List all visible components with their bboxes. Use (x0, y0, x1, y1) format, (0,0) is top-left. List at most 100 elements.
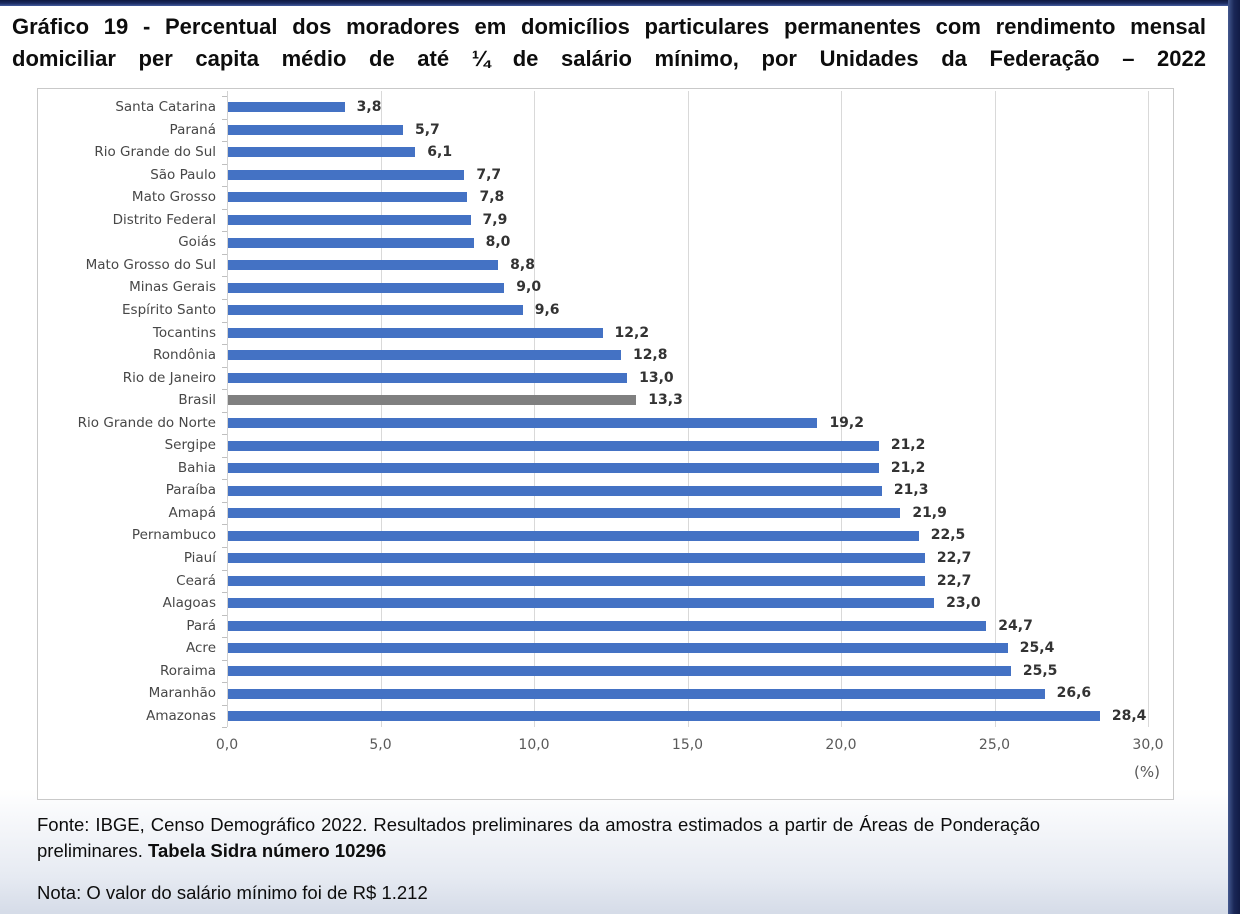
value-label-rio-de-janeiro: 13,0 (639, 369, 674, 386)
bar-acre (228, 643, 1008, 654)
top-border-strip (0, 0, 1240, 6)
value-axis-line (227, 91, 228, 727)
category-axis-tick (222, 614, 227, 616)
category-axis-tick (222, 704, 227, 706)
value-label-amazonas: 28,4 (1111, 707, 1147, 724)
category-label-rio-grande-do-sul: Rio Grande do Sul (94, 144, 216, 161)
bar-maranhao (228, 688, 1045, 699)
value-label-rio-grande-do-norte: 19,2 (829, 414, 864, 431)
bar-mato-grosso (228, 192, 468, 203)
bar-pernambuco (228, 530, 919, 541)
category-axis-tick (222, 411, 227, 413)
value-label-santa-catarina: 3,8 (356, 99, 382, 115)
category-label-mato-grosso-do-sul: Mato Grosso do Sul (85, 256, 216, 273)
category-label-roraima: Roraima (159, 662, 216, 679)
value-label-rio-grande-do-sul: 6,1 (427, 144, 453, 161)
category-label-alagoas: Alagoas (162, 595, 216, 612)
bar-mato-grosso-do-sul (228, 260, 499, 271)
value-label-sergipe: 21,2 (890, 437, 926, 454)
bar-rio-grande-do-sul (228, 147, 416, 158)
category-axis-tick (222, 163, 227, 165)
category-label-amazonas: Amazonas (146, 707, 216, 724)
x-axis-unit-label: (%) (1134, 763, 1160, 781)
bar-rondonia (228, 350, 621, 361)
source-note-bold: Tabela Sidra número 10296 (148, 839, 387, 861)
category-axis-tick (222, 501, 227, 503)
value-label-ceara: 22,7 (936, 572, 972, 589)
bar-distrito-federal (228, 215, 471, 226)
category-axis-tick (222, 253, 227, 255)
category-label-rio-grande-do-norte: Rio Grande do Norte (77, 414, 216, 431)
plot-area: 0,0 5,0 10,0 15,0 20,0 25,0 30,0 Santa Catarina… (38, 89, 1173, 799)
bar-tocantins (228, 327, 603, 338)
category-label-minas-gerais: Minas Gerais (129, 279, 216, 296)
bar-alagoas (228, 598, 935, 609)
category-label-santa-catarina: Santa Catarina (115, 99, 216, 115)
value-label-brasil: 13,3 (648, 392, 683, 409)
page-title: Gráfico 19 - Percentual dos moradores em… (12, 14, 1206, 72)
category-label-parana: Paraná (169, 121, 216, 138)
gridline (534, 91, 535, 727)
bar-ceara (228, 575, 925, 586)
category-label-mato-grosso: Mato Grosso (131, 189, 216, 206)
gridline (1148, 91, 1149, 727)
bar-para (228, 620, 987, 631)
category-label-para: Pará (186, 617, 216, 634)
category-label-amapa: Amapá (168, 504, 216, 521)
value-label-paraiba: 21,3 (893, 482, 929, 499)
category-axis-tick (222, 321, 227, 323)
value-label-espirito-santo: 9,6 (534, 301, 560, 318)
bar-santa-catarina (228, 102, 345, 113)
source-note-text: Fonte: IBGE, Censo Demográfico 2022. Res… (37, 814, 1040, 861)
category-label-acre: Acre (186, 640, 216, 657)
x-tick-label: 25,0 (978, 737, 1011, 753)
category-label-espirito-santo: Espírito Santo (122, 301, 216, 318)
bar-amazonas (228, 711, 1100, 722)
value-label-minas-gerais: 9,0 (516, 279, 542, 296)
bar-paraiba (228, 485, 882, 496)
category-label-sergipe: Sergipe (164, 437, 216, 454)
value-label-mato-grosso-do-sul: 8,8 (510, 256, 535, 273)
category-axis-tick (222, 524, 227, 526)
category-axis-tick (222, 592, 227, 594)
value-label-distrito-federal: 7,9 (482, 211, 508, 228)
x-tick-label: 0,0 (215, 737, 239, 753)
category-label-ceara: Ceará (176, 572, 216, 589)
value-label-amapa: 21,9 (912, 504, 947, 521)
bar-rio-grande-do-norte (228, 417, 818, 428)
category-label-maranhao: Maranhão (148, 685, 216, 702)
category-axis-tick (222, 298, 227, 300)
x-tick-label: 30,0 (1132, 737, 1164, 753)
category-label-rondonia: Rondônia (153, 347, 216, 364)
bar-rio-de-janeiro (228, 372, 628, 383)
category-axis-tick (222, 276, 227, 278)
category-label-sao-paulo: São Paulo (150, 166, 216, 183)
gridline (841, 91, 842, 727)
category-axis-tick (222, 366, 227, 368)
x-tick-label: 5,0 (369, 737, 392, 753)
bar-sergipe (228, 440, 879, 451)
category-label-tocantins: Tocantins (152, 324, 216, 341)
category-axis-tick (222, 389, 227, 391)
chart-area: 0,0 5,0 10,0 15,0 20,0 25,0 30,0 Santa Catarina… (37, 88, 1174, 800)
minimum-wage-note: Nota: O valor do salário mínimo foi de R… (37, 882, 428, 903)
value-label-pernambuco: 22,5 (930, 527, 966, 544)
category-axis-tick (222, 141, 227, 143)
bar-minas-gerais (228, 282, 505, 293)
category-label-goias: Goiás (178, 234, 216, 251)
x-tick-label: 15,0 (671, 737, 704, 753)
category-axis-tick (222, 456, 227, 458)
category-axis-tick (222, 208, 227, 210)
bar-bahia (228, 463, 879, 474)
category-axis-tick (222, 637, 227, 639)
bar-amapa (228, 508, 901, 519)
category-axis-tick (222, 547, 227, 548)
value-label-parana: 5,7 (414, 121, 440, 138)
category-axis-tick (222, 231, 227, 233)
bar-espirito-santo (228, 305, 523, 316)
value-label-maranhao: 26,6 (1056, 685, 1092, 702)
bar-roraima (228, 666, 1011, 677)
value-label-tocantins: 12,2 (614, 324, 650, 341)
category-label-brasil: Brasil (178, 392, 216, 409)
category-axis-tick (222, 727, 227, 729)
